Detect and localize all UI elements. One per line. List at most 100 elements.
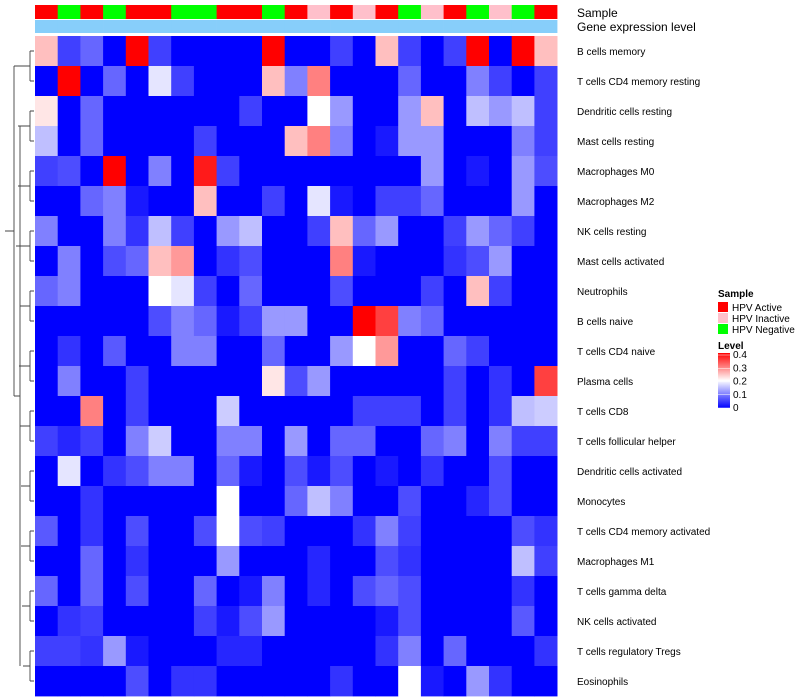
heatmap-cell (466, 246, 490, 277)
heatmap-cell (307, 456, 331, 487)
track-cell-sample (57, 5, 81, 19)
heatmap-cell (80, 216, 104, 247)
heatmap-cell (171, 36, 195, 67)
heatmap-cell (103, 576, 127, 607)
heatmap-cell (330, 66, 354, 97)
heatmap-cell (80, 426, 104, 457)
heatmap-cell (420, 126, 444, 157)
heatmap-cell (375, 66, 399, 97)
heatmap-cell (511, 126, 535, 157)
heatmap-cell (216, 216, 240, 247)
heatmap-cell (193, 96, 217, 127)
heatmap-cell (193, 276, 217, 307)
legend-tick-label: 0.2 (733, 377, 747, 388)
heatmap-cell (148, 396, 172, 427)
heatmap-cell (352, 666, 376, 697)
heatmap-cell (534, 516, 558, 547)
heatmap-cell (35, 486, 59, 517)
heatmap-cell (307, 306, 331, 337)
heatmap-cell (466, 126, 490, 157)
track-cell-sample (352, 5, 376, 19)
row-label: Eosinophils (577, 677, 628, 688)
row-label: B cells memory (577, 47, 645, 58)
heatmap-cell (330, 336, 354, 367)
heatmap-cell (420, 156, 444, 187)
heatmap-cell (443, 336, 467, 367)
heatmap-cell (148, 216, 172, 247)
heatmap-cell (375, 36, 399, 67)
legend-level-ticks: 0.4 0.3 0.2 0.1 0 (718, 350, 747, 414)
heatmap-cell (398, 546, 422, 577)
heatmap-cell (216, 66, 240, 97)
row-label: NK cells resting (577, 227, 646, 238)
heatmap-cell (262, 246, 286, 277)
heatmap-cell (193, 426, 217, 457)
heatmap-cell (103, 66, 127, 97)
heatmap-cell (420, 426, 444, 457)
heatmap-cell (466, 486, 490, 517)
heatmap-cell (443, 516, 467, 547)
heatmap-cell (375, 336, 399, 367)
heatmap-cell (466, 66, 490, 97)
heatmap-cell (148, 426, 172, 457)
heatmap-cell (398, 366, 422, 397)
heatmap-cell (489, 306, 513, 337)
heatmap-cell (148, 36, 172, 67)
heatmap-cell (307, 336, 331, 367)
heatmap-cell (375, 516, 399, 547)
heatmap-cell (262, 456, 286, 487)
heatmap-cell (284, 666, 308, 697)
heatmap-cell (57, 36, 81, 67)
heatmap-cell (420, 546, 444, 577)
heatmap-cell (307, 246, 331, 277)
heatmap-cell (511, 246, 535, 277)
heatmap-cell (352, 516, 376, 547)
heatmap-cell (420, 366, 444, 397)
heatmap-cell (511, 456, 535, 487)
heatmap-cell (239, 396, 263, 427)
track-cell-expression (420, 20, 444, 33)
track-cell-expression (171, 20, 195, 33)
heatmap-cell (375, 366, 399, 397)
heatmap-cell (125, 606, 149, 637)
heatmap-cell (35, 126, 59, 157)
heatmap-cell (489, 456, 513, 487)
heatmap-cell (284, 486, 308, 517)
heatmap-cell (35, 546, 59, 577)
heatmap-cell (307, 666, 331, 697)
heatmap-cell (80, 186, 104, 217)
heatmap-cell (193, 456, 217, 487)
heatmap-cell (57, 636, 81, 667)
heatmap-cell (284, 366, 308, 397)
heatmap-cell (148, 156, 172, 187)
heatmap-cell (193, 666, 217, 697)
heatmap-cell (352, 576, 376, 607)
heatmap-cell (171, 306, 195, 337)
heatmap-cell (443, 246, 467, 277)
legend-swatch (718, 324, 728, 334)
heatmap-cell (103, 276, 127, 307)
heatmap-cell (57, 516, 81, 547)
heatmap-cell (57, 426, 81, 457)
heatmap-cell (307, 276, 331, 307)
heatmap-cell (262, 126, 286, 157)
heatmap-cell (466, 336, 490, 367)
heatmap-cell (284, 636, 308, 667)
heatmap-cell (239, 546, 263, 577)
heatmap-cell (171, 216, 195, 247)
heatmap-cell (330, 576, 354, 607)
heatmap-cell (443, 426, 467, 457)
heatmap-cell (103, 366, 127, 397)
heatmap-cell (420, 666, 444, 697)
row-label: Macrophages M0 (577, 167, 655, 178)
heatmap-cell (80, 306, 104, 337)
track-cell-expression (35, 20, 58, 33)
row-label: Macrophages M1 (577, 557, 655, 568)
heatmap-cell (35, 306, 59, 337)
heatmap-cell (534, 156, 558, 187)
heatmap-cell (284, 216, 308, 247)
heatmap-cell (80, 126, 104, 157)
track-cell-expression (330, 20, 354, 33)
heatmap-cell (148, 606, 172, 637)
heatmap-cell (489, 396, 513, 427)
